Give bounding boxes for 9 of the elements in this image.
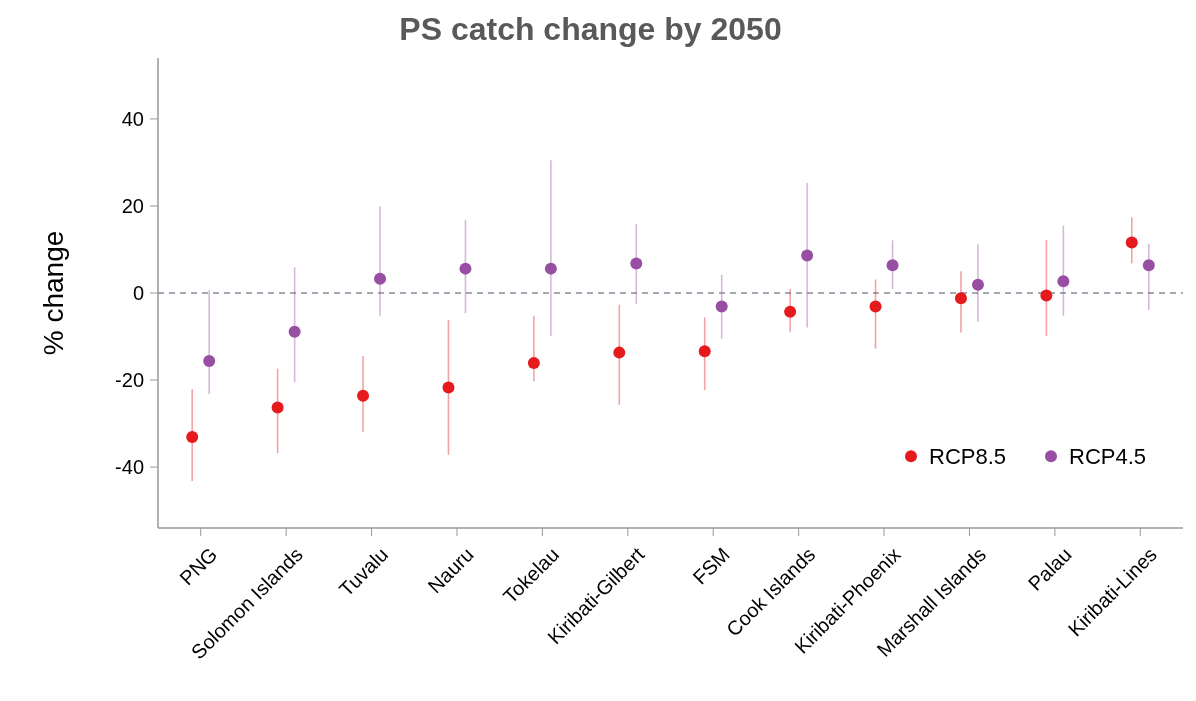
legend-label: RCP4.5: [1069, 443, 1147, 469]
y-tick-label: 20: [121, 194, 144, 217]
y-tick-label: -20: [115, 369, 144, 392]
y-tick-label: 40: [121, 107, 144, 130]
y-axis-title: % change: [38, 230, 69, 356]
legend-label: RCP8.5: [929, 443, 1007, 469]
chart-title: PS catch change by 2050: [399, 11, 782, 47]
y-tick-label: -40: [115, 456, 144, 479]
y-tick-label: 0: [132, 282, 144, 304]
